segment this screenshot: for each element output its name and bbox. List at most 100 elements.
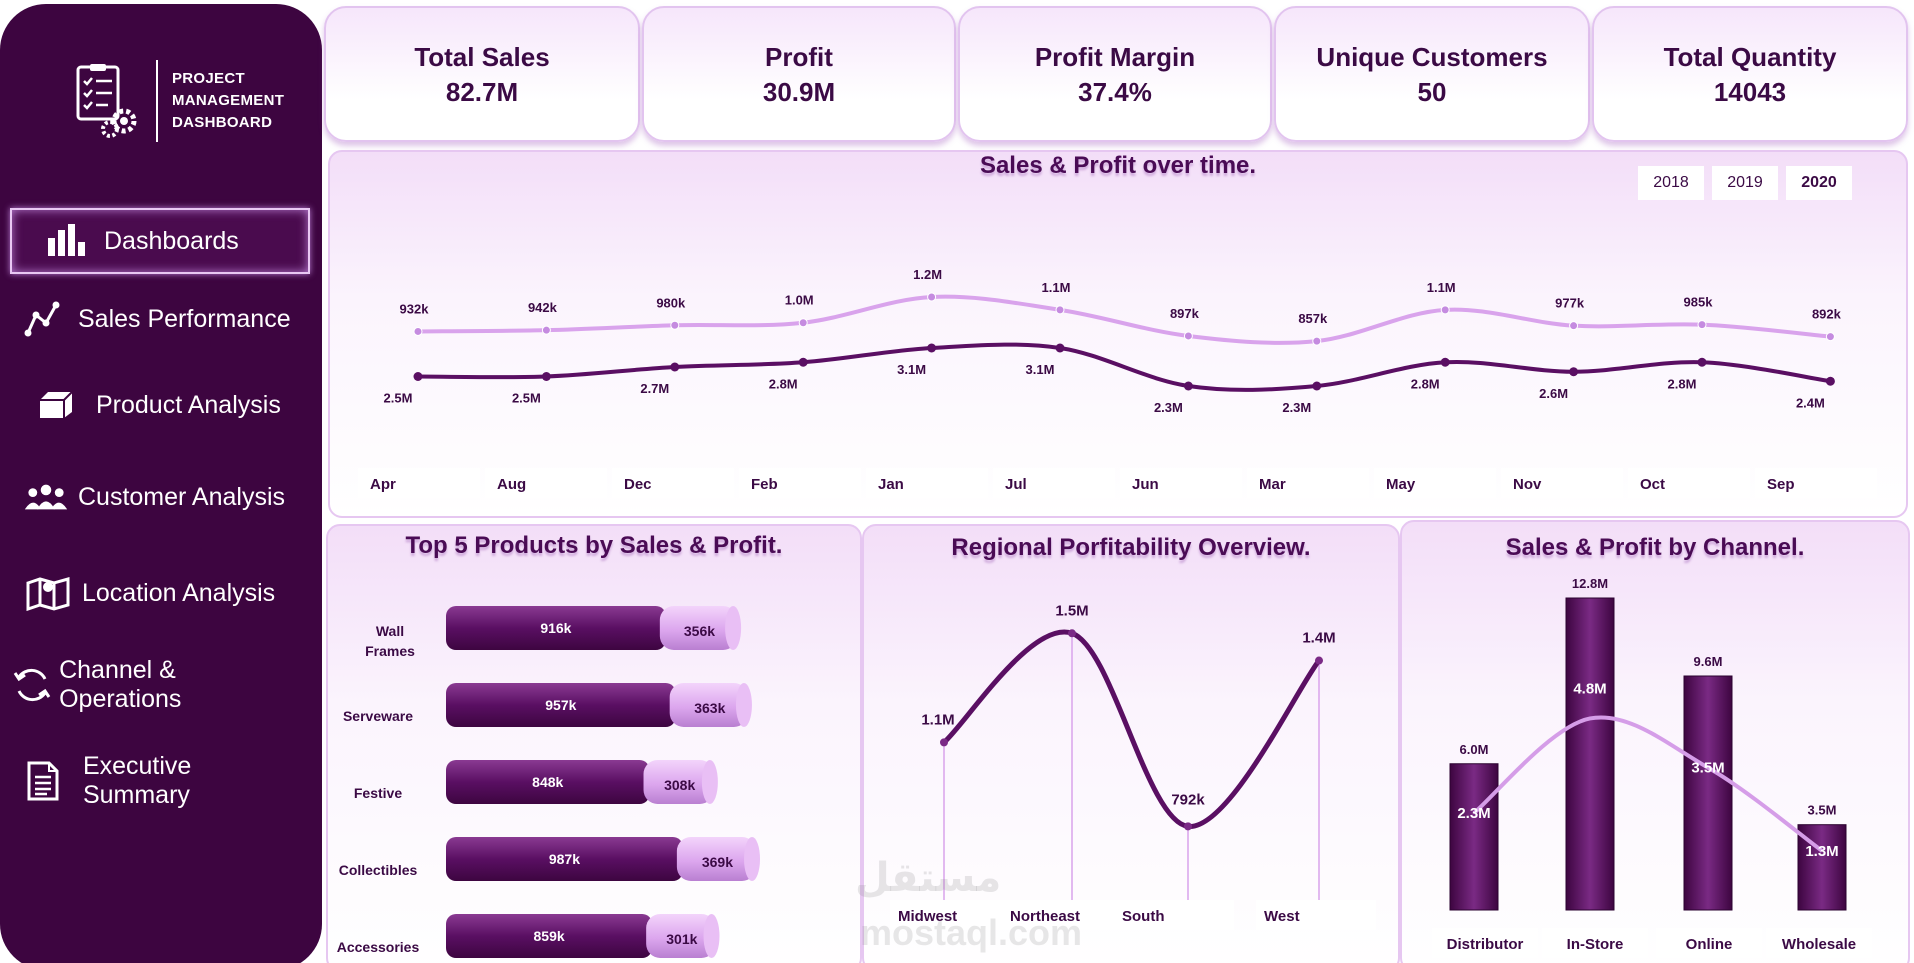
kpi-label: Total Sales xyxy=(414,42,550,72)
kpi-profit-margin: Profit Margin 37.4% xyxy=(958,6,1272,142)
nav-channel-operations[interactable]: Channel & Operations xyxy=(0,652,300,718)
point-dark xyxy=(1569,367,1579,377)
brand: PROJECT MANAGEMENT DASHBOARD xyxy=(74,60,284,142)
category-box xyxy=(993,468,1115,498)
category-label: Collectibles xyxy=(339,862,418,878)
point-light xyxy=(670,320,680,330)
data-label-dark: 2.7M xyxy=(640,381,669,396)
nav-location-analysis[interactable]: Location Analysis xyxy=(0,560,300,626)
data-label-dark: 3.1M xyxy=(1026,362,1055,377)
data-label-sales: 987k xyxy=(549,851,580,867)
nav-executive-summary[interactable]: Executive Summary xyxy=(0,748,300,814)
data-label-light: 897k xyxy=(1170,306,1200,321)
x-tick-label: Dec xyxy=(624,476,652,493)
region-point xyxy=(940,738,948,747)
point-dark xyxy=(1440,357,1450,367)
series-line-dark xyxy=(417,342,1831,392)
kpi-value: 50 xyxy=(1417,77,1447,107)
year-tab-2019[interactable]: 2019 xyxy=(1712,166,1778,200)
data-label-dark: 2.3M xyxy=(1282,400,1311,415)
brand-divider xyxy=(156,60,158,142)
kpi-value: 37.4% xyxy=(1078,77,1152,107)
point-light xyxy=(927,292,937,302)
channel-box xyxy=(1542,928,1648,958)
bar-profit xyxy=(643,760,714,804)
nav-product-analysis[interactable]: Product Analysis xyxy=(10,372,310,438)
point-light xyxy=(1697,320,1707,330)
brand-line-3: DASHBOARD xyxy=(172,114,273,131)
nav-label: Product Analysis xyxy=(96,390,281,419)
point-dark xyxy=(413,372,423,381)
data-label-profit: 308k xyxy=(664,777,695,793)
point-light xyxy=(413,326,423,336)
x-tick-label: Aug xyxy=(497,476,526,493)
x-tick-label: May xyxy=(1386,476,1416,493)
bar-profit xyxy=(669,683,748,727)
bar-sales xyxy=(446,606,666,650)
map-icon xyxy=(26,573,70,613)
x-tick-label: In-Store xyxy=(1567,936,1624,953)
point-dark xyxy=(1825,376,1835,386)
category-box xyxy=(612,468,734,498)
category-box xyxy=(1755,468,1877,498)
category-label: Accessories xyxy=(337,939,420,955)
kpi-total-sales: Total Sales 82.7M xyxy=(324,6,640,142)
nav-dashboards[interactable]: Dashboards xyxy=(10,208,310,274)
category-box xyxy=(1501,468,1623,498)
sidebar: PROJECT MANAGEMENT DASHBOARD Dashboards … xyxy=(0,4,322,963)
x-tick-label: Apr xyxy=(370,476,396,493)
bar-sales xyxy=(1565,597,1615,911)
region-line xyxy=(942,629,1321,829)
bar-profit xyxy=(646,914,716,958)
kpi-total-quantity: Total Quantity 14043 xyxy=(1592,6,1908,142)
category-label: Frames xyxy=(365,643,415,659)
watermark-arabic: مستقل xyxy=(855,856,1002,900)
data-label-dark: 2.5M xyxy=(384,391,413,406)
kpi-label: Profit Margin xyxy=(1034,42,1196,72)
data-label-profit: 3.5M xyxy=(1691,760,1724,777)
point-dark xyxy=(927,343,937,353)
region-box xyxy=(1114,900,1234,930)
point-light xyxy=(1440,305,1450,315)
top-products-panel: Top 5 Products by Sales & Profit. 916k 35… xyxy=(326,524,862,963)
data-label-sales: 3.5M xyxy=(1808,803,1837,818)
bar-sales xyxy=(446,683,676,727)
point-light xyxy=(541,325,551,335)
chart-title: Sales & Profit by Channel. xyxy=(1505,534,1805,561)
x-tick-label: Wholesale xyxy=(1782,936,1856,953)
x-tick-label: Distributor xyxy=(1447,936,1524,953)
nav-label: Channel & Operations xyxy=(59,656,182,713)
data-label-sales: 916k xyxy=(540,620,571,636)
data-label-light: 932k xyxy=(400,301,430,316)
data-label-dark: 2.6M xyxy=(1539,386,1568,401)
year-tab-2020[interactable]: 2020 xyxy=(1786,166,1852,200)
data-label-dark: 2.3M xyxy=(1154,400,1183,415)
point-light xyxy=(1312,336,1322,346)
nav-label: Sales Performance xyxy=(78,304,291,333)
brand-line-1: PROJECT xyxy=(172,70,245,87)
region-point xyxy=(1315,656,1323,665)
regional-line-chart: 1.1M 1.5M 792k 1.4M Midwest Northeast South Wes… xyxy=(890,602,1376,930)
kpi-value: 82.7M xyxy=(445,77,519,107)
kpi-value: 14043 xyxy=(1713,77,1787,107)
point-light xyxy=(1825,332,1835,342)
data-label-profit: 301k xyxy=(666,931,697,947)
x-tick-label: Northeast xyxy=(1010,908,1080,925)
kpi-label: Unique Customers xyxy=(1316,42,1548,72)
point-dark xyxy=(670,362,680,372)
year-tab-2018[interactable]: 2018 xyxy=(1638,166,1704,200)
point-dark xyxy=(1183,381,1193,391)
category-label: Serveware xyxy=(343,708,413,724)
nav-customer-analysis[interactable]: Customer Analysis xyxy=(0,464,300,530)
watermark-latin: mostaql.com xyxy=(860,912,1083,953)
data-label-dark: 2.8M xyxy=(769,376,798,391)
data-label: 1.1M xyxy=(921,711,954,728)
category-box xyxy=(739,468,861,498)
region-box xyxy=(890,900,1010,930)
data-label-profit: 369k xyxy=(702,854,733,870)
data-label-profit: 363k xyxy=(694,700,725,716)
brand-text: PROJECT MANAGEMENT DASHBOARD xyxy=(172,68,284,134)
nav-sales-performance[interactable]: Sales Performance xyxy=(0,286,300,352)
x-tick-label: Midwest xyxy=(898,908,957,925)
data-label-dark: 2.8M xyxy=(1411,376,1440,391)
